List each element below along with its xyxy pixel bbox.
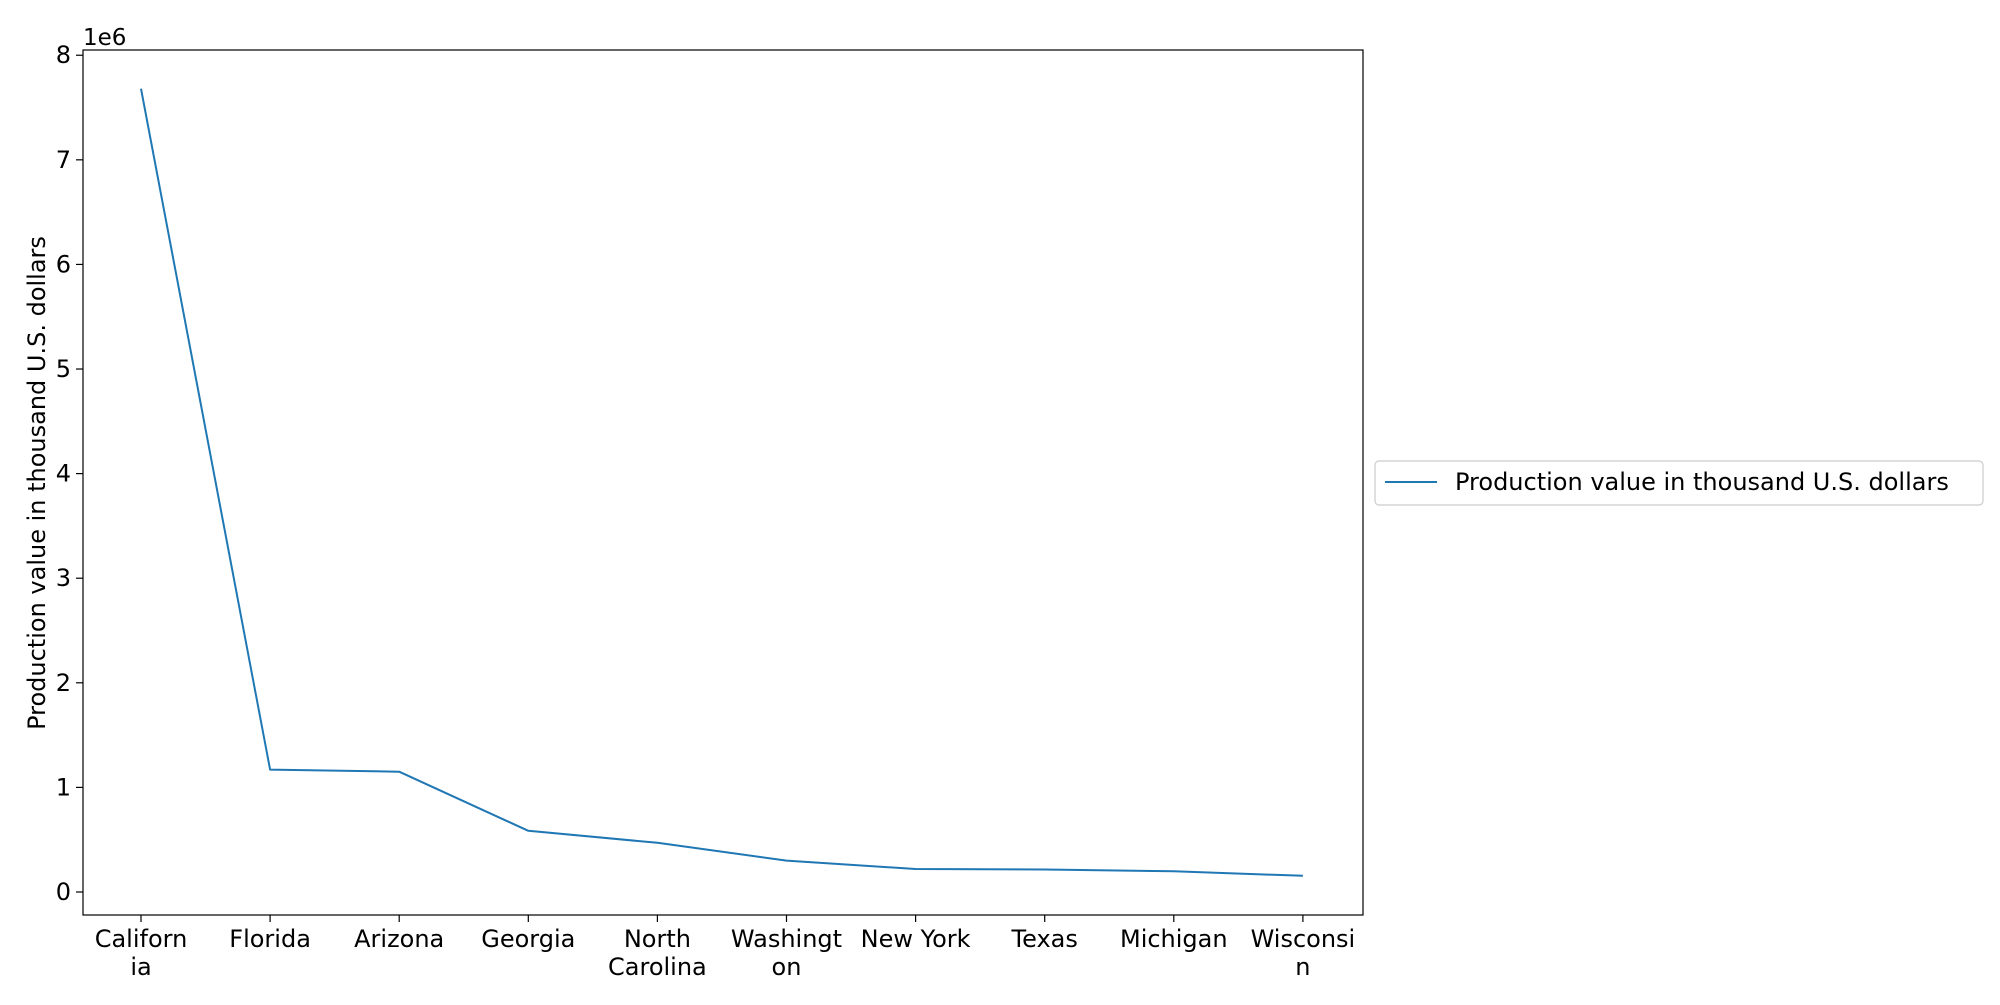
y-tick-label: 0 xyxy=(56,878,71,906)
y-axis-label: Production value in thousand U.S. dollar… xyxy=(23,236,51,730)
y-tick-label: 1 xyxy=(56,773,71,801)
y-tick-label: 6 xyxy=(56,250,71,278)
legend-label: Production value in thousand U.S. dollar… xyxy=(1455,468,1949,496)
x-tick-label: Californ ia xyxy=(95,925,188,981)
x-tick-label: Michigan xyxy=(1120,925,1228,953)
y-tick-label: 8 xyxy=(56,41,71,69)
legend: Production value in thousand U.S. dollar… xyxy=(1374,460,1984,506)
x-tick-label: Wisconsi n xyxy=(1251,925,1356,981)
legend-box xyxy=(1374,460,1984,506)
x-tick-label: New York xyxy=(861,925,971,953)
series-line xyxy=(140,88,1303,877)
y-tick-label: 4 xyxy=(56,460,71,488)
x-tick-label: Florida xyxy=(229,925,311,953)
plot-area-frame xyxy=(82,49,1364,916)
x-tick-label: Arizona xyxy=(354,925,444,953)
y-tick-label: 5 xyxy=(56,355,71,383)
plot-layer: 0 1 2 3 4 5 6 7 8 Californ ia Florida Arizona Georgia… xyxy=(56,41,1356,981)
x-tick-label: Washingt on xyxy=(731,925,842,981)
x-tick-label: North Carolina xyxy=(608,925,707,981)
x-tick-label: Georgia xyxy=(481,925,575,953)
y-tick-label: 7 xyxy=(56,146,71,174)
y-axis-scale-label: 1e6 xyxy=(83,25,126,51)
y-tick-label: 3 xyxy=(56,564,71,592)
y-tick-label: 2 xyxy=(56,669,71,697)
x-tick-label: Texas xyxy=(1011,925,1078,953)
